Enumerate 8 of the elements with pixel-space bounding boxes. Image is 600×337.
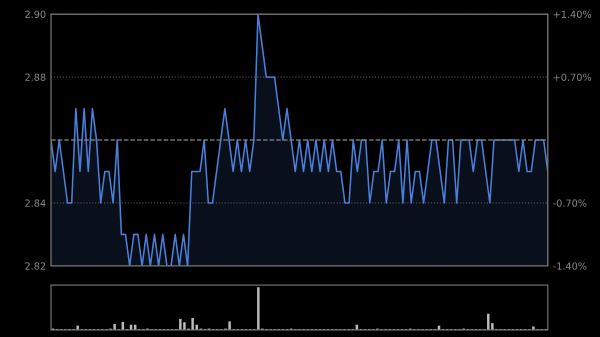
y2-tick-label: -0.70% bbox=[553, 199, 587, 207]
y2-tick-label: -1.40% bbox=[553, 262, 587, 270]
y-tick-label: 2.88 bbox=[25, 74, 46, 81]
y-tick-label: 2.84 bbox=[25, 199, 46, 207]
y2-tick-label: +1.40% bbox=[554, 10, 592, 18]
y-tick-label: 2.82 bbox=[25, 262, 46, 270]
y2-tick-label: +0.70% bbox=[554, 74, 592, 81]
y-tick-label: 2.90 bbox=[25, 10, 46, 18]
